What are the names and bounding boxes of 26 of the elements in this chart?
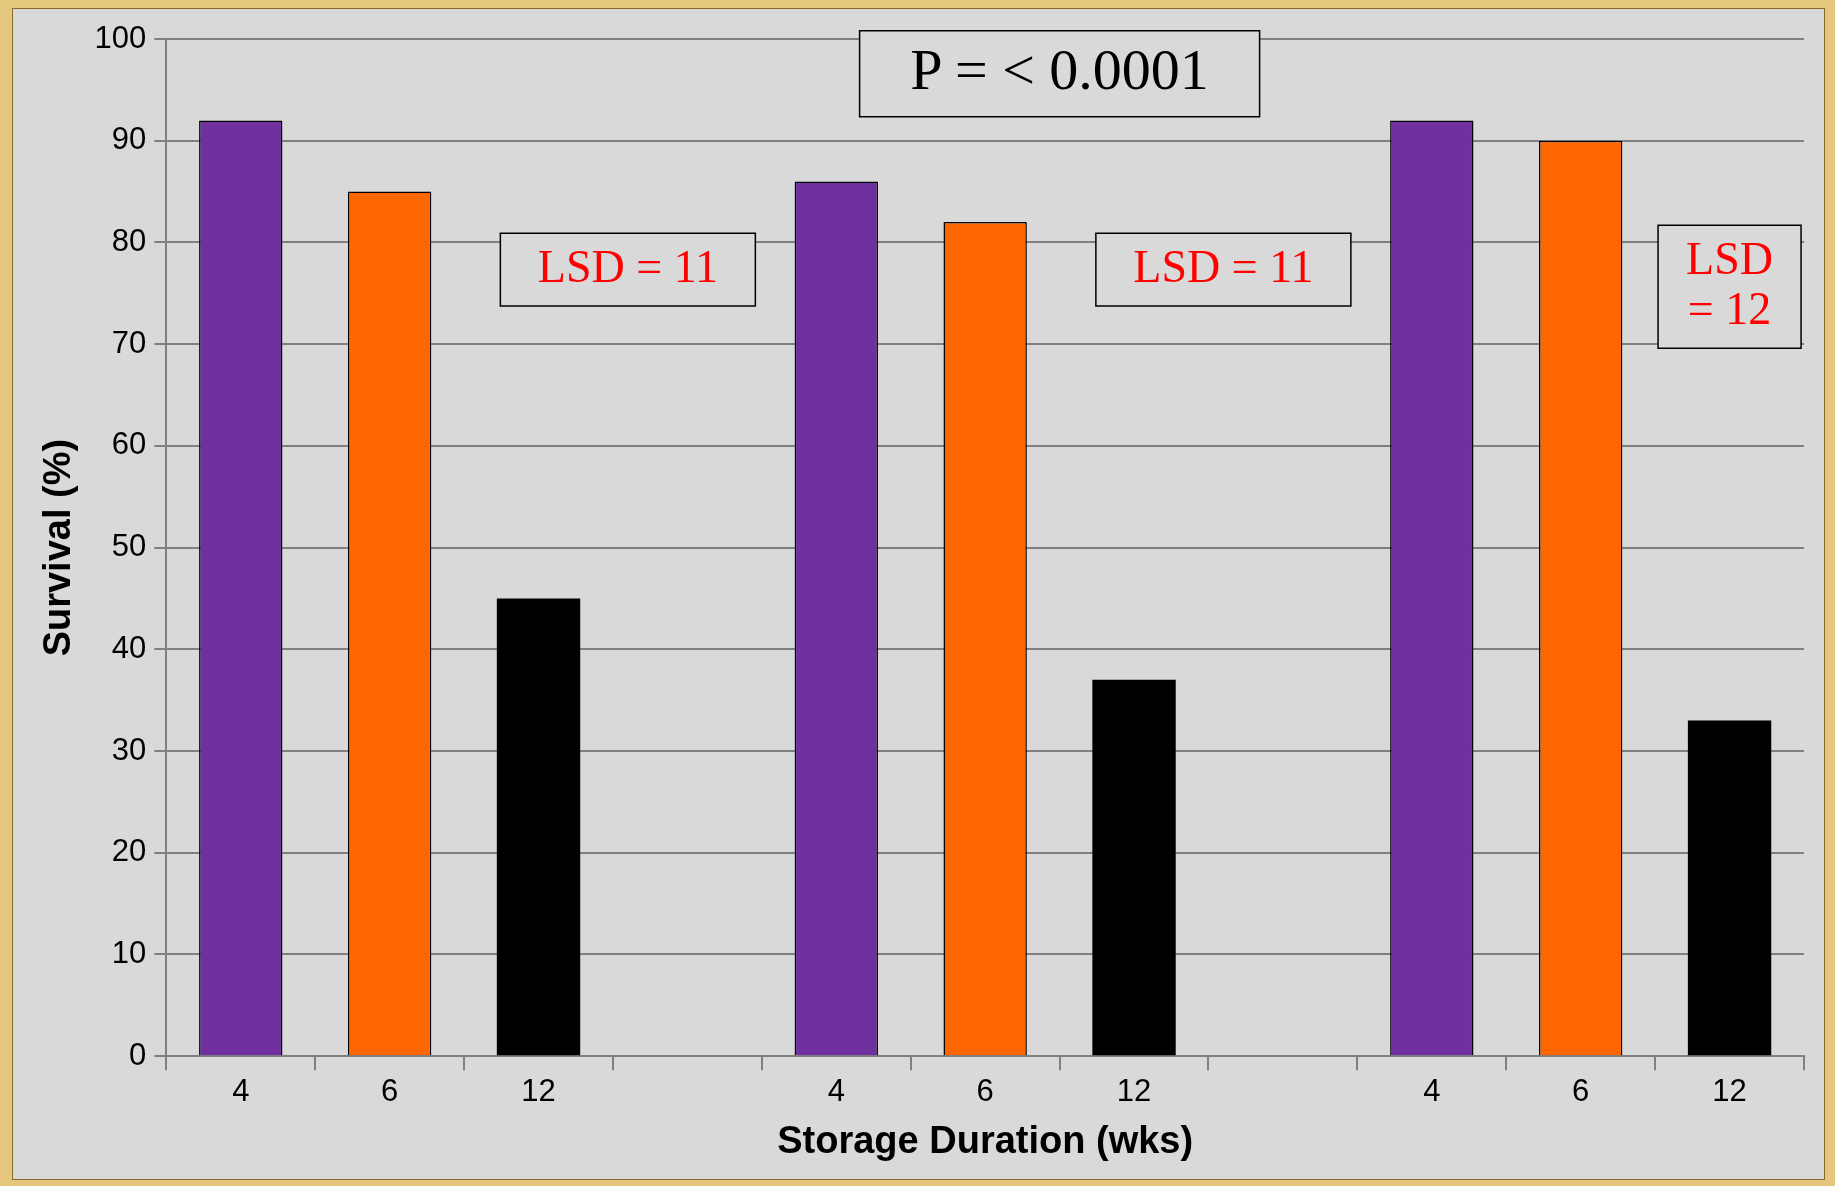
y-tick-label: 60 <box>111 426 147 462</box>
x-tick-label: 6 <box>1572 1073 1590 1109</box>
y-tick-label: 0 <box>129 1036 147 1072</box>
y-tick-label: 70 <box>111 324 147 360</box>
x-tick-label: 6 <box>976 1073 994 1109</box>
y-tick-label: 20 <box>111 833 147 869</box>
annotation: P = < 0.0001 <box>910 37 1209 102</box>
x-tick-label: 4 <box>1423 1073 1441 1109</box>
annotation: LSD = 11 <box>537 240 718 292</box>
annotation: LSD = 11 <box>1133 240 1314 292</box>
y-tick-label: 80 <box>111 222 147 258</box>
y-axis-title: Survival (%) <box>36 438 79 657</box>
x-tick-label: 4 <box>232 1073 250 1109</box>
y-tick-label: 10 <box>111 935 147 971</box>
x-tick-label: 4 <box>827 1073 845 1109</box>
x-axis-title: Storage Duration (wks) <box>777 1118 1194 1161</box>
x-tick-label: 12 <box>1712 1073 1747 1109</box>
y-tick-label: 100 <box>94 19 147 55</box>
x-tick-label: 12 <box>521 1073 556 1109</box>
annotation: LSD = 12 <box>1686 232 1774 335</box>
y-tick-label: 90 <box>111 121 147 157</box>
y-tick-label: 50 <box>111 528 147 564</box>
y-tick-label: 30 <box>111 731 147 767</box>
y-tick-label: 40 <box>111 629 147 665</box>
x-tick-label: 12 <box>1116 1073 1152 1109</box>
x-tick-label: 6 <box>381 1073 399 1109</box>
